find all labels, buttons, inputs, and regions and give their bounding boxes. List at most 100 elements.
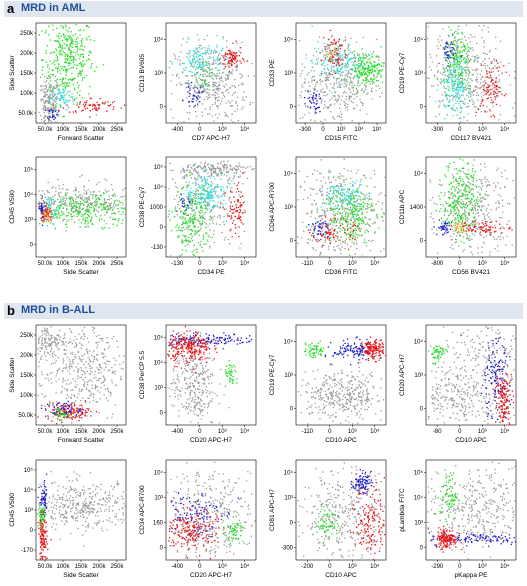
event-dot-cyan — [463, 82, 465, 84]
event-dot-gray — [340, 243, 342, 245]
event-dot-gray — [198, 44, 201, 47]
event-dot-gray — [339, 184, 342, 187]
event-dot-gray — [371, 98, 374, 100]
event-dot-gray — [300, 186, 302, 188]
event-dot-gray — [233, 167, 235, 169]
event-dot-gray — [341, 95, 344, 97]
event-dot-gray — [354, 253, 356, 255]
event-dot-blue — [41, 208, 44, 211]
event-dot-green — [190, 220, 192, 223]
event-dot-gray — [192, 66, 194, 68]
event-dot-blue — [307, 97, 309, 100]
event-dot-gray — [70, 205, 72, 207]
event-dot-green — [196, 251, 198, 253]
event-dot-red — [228, 70, 231, 73]
event-dot-gray — [314, 169, 316, 171]
event-dot-red — [329, 29, 331, 32]
event-dot-cyan — [195, 61, 197, 63]
event-dot-gray — [62, 200, 65, 202]
event-dot-green — [77, 73, 79, 75]
event-dot-gray — [231, 73, 233, 75]
event-dot-gray — [481, 96, 483, 98]
event-dot-gray — [441, 94, 444, 96]
event-dot-orange — [331, 58, 333, 60]
event-dot-green — [81, 213, 83, 215]
event-dot-green — [58, 213, 60, 215]
event-dot-red — [354, 61, 356, 63]
event-dot-green — [458, 84, 460, 86]
event-dot-cyan — [204, 53, 207, 55]
event-dot-gray — [65, 93, 67, 95]
event-dot-cyan — [211, 68, 213, 70]
event-dot-gray — [337, 60, 339, 63]
event-dot-gray — [207, 74, 209, 77]
event-dot-green — [178, 235, 180, 237]
event-dot-gray — [347, 208, 349, 210]
event-dot-blue — [38, 207, 40, 209]
event-dot-cyan — [459, 88, 461, 90]
event-dot-gray — [76, 213, 78, 215]
event-dot-green — [383, 65, 385, 67]
event-dot-gray — [350, 80, 352, 82]
event-dot-green — [86, 225, 88, 228]
event-dot-gray — [484, 93, 487, 96]
event-dot-gray — [457, 98, 460, 100]
event-dot-orange — [43, 212, 46, 214]
event-dot-red — [45, 205, 47, 207]
event-dot-blue — [187, 198, 189, 200]
event-dot-blue — [309, 100, 311, 102]
event-dot-green — [377, 63, 380, 66]
event-dot-green — [190, 203, 192, 205]
event-dot-red — [46, 208, 48, 210]
event-dot-green — [205, 189, 208, 192]
event-dot-green — [192, 222, 194, 224]
event-dot-cyan — [220, 189, 223, 191]
event-dot-cyan — [195, 193, 197, 195]
y-tick-label: 10⁴ — [154, 184, 164, 191]
event-dot-gray — [446, 114, 448, 116]
event-dot-gray — [218, 96, 220, 98]
event-dot-cyan — [170, 61, 173, 63]
event-dot-gray — [441, 39, 443, 41]
event-dot-gray — [206, 88, 208, 90]
event-dot-gray — [361, 88, 364, 90]
event-dot-cyan — [349, 50, 351, 52]
event-dot-gray — [188, 207, 190, 210]
event-dot-gray — [78, 210, 80, 212]
event-dot-gray — [442, 99, 444, 101]
event-dot-green — [51, 69, 53, 71]
event-dot-blue — [449, 47, 451, 49]
event-dot-green — [367, 69, 369, 71]
event-dot-gray — [91, 203, 93, 206]
event-dot-gray — [238, 194, 240, 196]
event-dot-cyan — [344, 55, 346, 57]
event-dot-red — [46, 207, 48, 209]
event-dot-green — [176, 229, 178, 232]
event-dot-blue — [311, 98, 314, 100]
event-dot-gray — [195, 51, 197, 54]
event-dot-gray — [43, 91, 45, 93]
event-dot-gray — [369, 225, 371, 228]
y-axis-label: CD38 PE-Cy7 — [139, 186, 146, 227]
event-dot-green — [459, 74, 462, 76]
event-dot-blue — [193, 87, 195, 89]
event-dot-red — [42, 200, 44, 202]
event-dot-red — [338, 63, 340, 65]
event-dot-gray — [189, 172, 191, 174]
event-dot-green — [206, 232, 208, 234]
event-dot-cyan — [209, 190, 212, 192]
event-dot-gray — [68, 219, 70, 221]
event-dot-cyan — [453, 59, 455, 61]
event-dot-cyan — [461, 87, 463, 89]
event-dot-gray — [454, 60, 456, 62]
event-dot-gray — [301, 84, 303, 86]
event-dot-cyan — [348, 58, 350, 60]
event-dot-green — [217, 70, 219, 72]
event-dot-gray — [41, 89, 43, 91]
event-dot-green — [183, 210, 186, 212]
event-dot-red — [479, 87, 481, 89]
event-dot-cyan — [207, 194, 210, 196]
event-dot-cyan — [449, 95, 451, 97]
event-dot-red — [236, 210, 238, 212]
